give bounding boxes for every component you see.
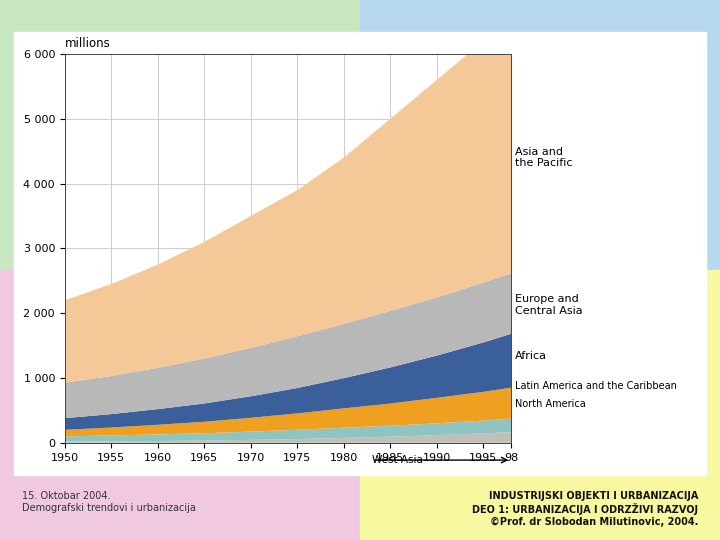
Text: millions: millions (65, 37, 111, 50)
Text: Asia and
the Pacific: Asia and the Pacific (515, 147, 572, 168)
Bar (0, 270, 360, 540)
Text: North America: North America (515, 399, 586, 409)
Text: INDUSTRIJSKI OBJEKTI I URBANIZACIJA
DEO 1: URBANIZACIJA I ODRZŽIVI RAZVOJ
©Prof.: INDUSTRIJSKI OBJEKTI I URBANIZACIJA DEO … (472, 491, 698, 527)
Text: Latin America and the Caribbean: Latin America and the Caribbean (515, 381, 677, 391)
Text: West Asia: West Asia (372, 455, 423, 465)
Text: 15. Oktobar 2004.
Demografski trendovi i urbanizacija: 15. Oktobar 2004. Demografski trendovi i… (22, 491, 195, 513)
Bar (360, 0, 720, 270)
Bar (0, 0, 360, 270)
Bar (360, 270, 720, 540)
Text: Africa: Africa (515, 351, 547, 361)
Text: Europe and
Central Asia: Europe and Central Asia (515, 294, 582, 315)
Bar (14, 32, 706, 475)
